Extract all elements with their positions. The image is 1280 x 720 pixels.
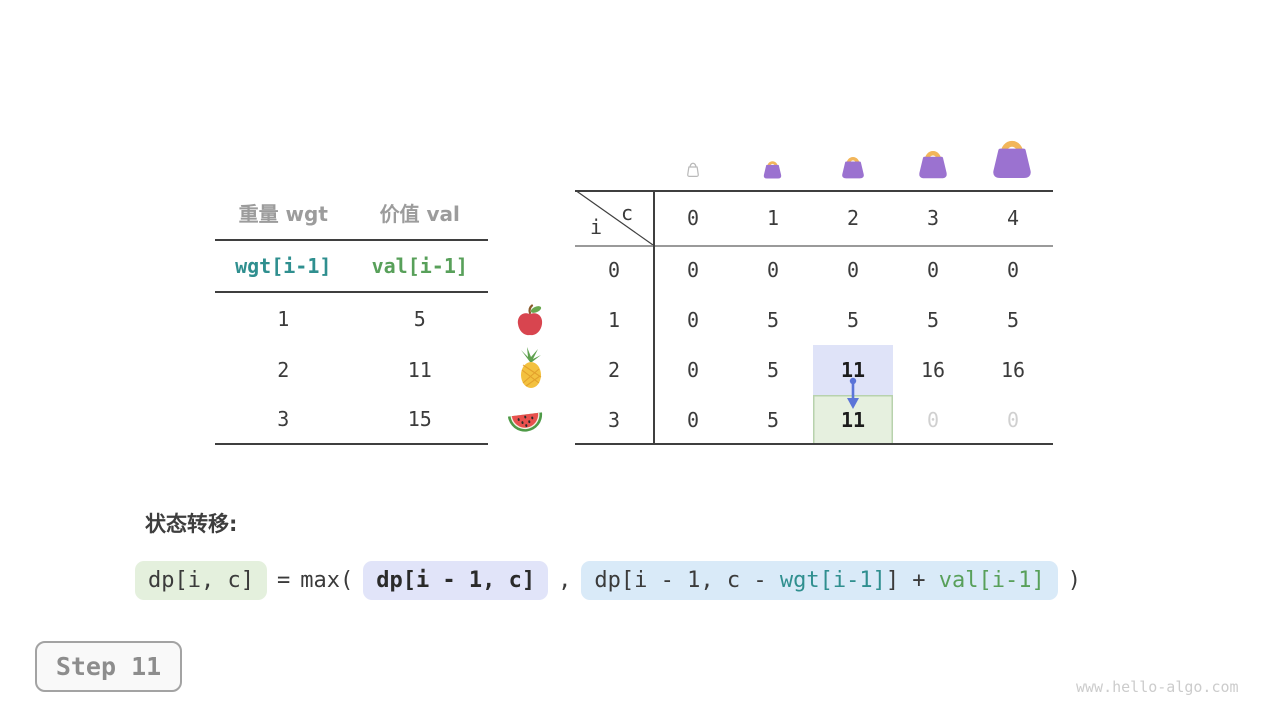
- dp-cell-i1-c0: 0: [686, 308, 700, 332]
- dp-cell-i0-c2: 0: [846, 258, 860, 282]
- dp-cell-i0-c3: 0: [926, 258, 940, 282]
- corner-row-var: i: [590, 215, 603, 239]
- formula-arg2-mid: ] +: [885, 567, 939, 593]
- row-header-i3: 3: [607, 408, 621, 432]
- dp-cell-i3-c0: 0: [686, 408, 700, 432]
- apple-icon: [512, 300, 548, 340]
- bag-medium-icon: [839, 153, 867, 183]
- bag-large-icon: [915, 146, 951, 183]
- corner-diagonal: [575, 190, 653, 245]
- formula-lhs-box: dp[i, c]: [135, 560, 267, 600]
- dp-cell-i3-c4: 0: [1006, 408, 1020, 432]
- item-3-weight: 3: [277, 407, 290, 431]
- formula-arg2-wgt: wgt[i-1]: [779, 567, 886, 593]
- wgt-code-label: wgt[i-1]: [235, 254, 332, 278]
- dp-cell-i1-c2: 5: [846, 308, 860, 332]
- row-header-i0: 0: [607, 258, 621, 282]
- formula-arg2-pre: dp[i - 1, c -: [594, 567, 780, 593]
- item-1-value: 5: [413, 306, 426, 331]
- dp-cell-i1-c3: 5: [926, 308, 940, 332]
- corner-col-var: c: [621, 201, 634, 225]
- row-header-i2: 2: [607, 358, 621, 382]
- items-table: 重量 wgt 价值 val wgt[i-1] val[i-1] 1 5 2 11…: [215, 185, 488, 445]
- dp-table: c i 0 1 2 3 4 0 1 2 3 0 0 0 0 0 0 5 5 5 …: [575, 190, 1053, 445]
- dp-grid: 0 0 0 0 0 0 5 5 5 5 0 5 11 16 16 0 5 11 …: [653, 245, 1053, 445]
- dp-cell-i1-c1: 5: [766, 308, 780, 332]
- dp-cell-i3-c3: 0: [926, 408, 940, 432]
- formula-arg2-val: val[i-1]: [938, 567, 1045, 593]
- formula-equals: =: [276, 567, 291, 593]
- formula-max-open: max(: [300, 567, 354, 593]
- watermark: www.hello-algo.com: [1076, 678, 1239, 696]
- item-2-weight: 2: [277, 357, 290, 382]
- dp-cell-i0-c4: 0: [1006, 258, 1020, 282]
- dp-cell-i2-c3: 16: [920, 358, 946, 382]
- col-header-c2: 2: [846, 205, 860, 230]
- dp-table-vertical-divider: [653, 190, 655, 445]
- row-header-i1: 1: [607, 308, 621, 332]
- watermelon-icon: [507, 403, 544, 443]
- dp-cell-i2-c4: 16: [1000, 358, 1026, 382]
- dp-cell-i1-c4: 5: [1006, 308, 1020, 332]
- dp-table-header-divider: [575, 245, 1053, 247]
- dp-column-headers: 0 1 2 3 4: [653, 190, 1053, 245]
- col-header-c4: 4: [1006, 205, 1020, 230]
- capacity-bags-row: [575, 126, 1053, 183]
- dp-cell-i2-c0: 0: [686, 358, 700, 382]
- value-column-header: 价值 val: [379, 201, 460, 226]
- dp-table-bottom-border: [575, 443, 1053, 445]
- item-1-weight: 1: [277, 306, 290, 331]
- bag-small-icon: [761, 158, 784, 183]
- item-3-value: 15: [407, 407, 432, 431]
- item-row-1: 1 5: [215, 293, 488, 344]
- item-2-value: 11: [407, 357, 432, 382]
- formula-arg2-box: dp[i - 1, c - wgt[i-1]] + val[i-1]: [581, 560, 1058, 600]
- items-table-code-row: wgt[i-1] val[i-1]: [215, 241, 488, 293]
- state-transition-formula: dp[i, c] = max( dp[i - 1, c] , dp[i - 1,…: [135, 558, 1081, 602]
- dp-cell-i3-c1: 5: [766, 408, 780, 432]
- step-badge: Step 11: [35, 641, 182, 692]
- state-transition-label: 状态转移:: [145, 512, 238, 536]
- transition-arrow-icon: [847, 377, 859, 409]
- col-header-c0: 0: [686, 205, 700, 230]
- formula-close-paren: ): [1067, 567, 1082, 593]
- item-row-2: 2 11: [215, 344, 488, 395]
- dp-row-headers: 0 1 2 3: [575, 245, 653, 445]
- pineapple-icon: [512, 347, 548, 388]
- weight-column-header: 重量 wgt: [238, 201, 328, 226]
- col-header-c3: 3: [926, 205, 940, 230]
- dp-cell-i0-c0: 0: [686, 258, 700, 282]
- dp-cell-i0-c1: 0: [766, 258, 780, 282]
- bag-xlarge-icon: [988, 134, 1036, 183]
- val-code-label: val[i-1]: [371, 254, 468, 278]
- formula-arg1-box: dp[i - 1, c]: [363, 560, 549, 600]
- bag-outline-icon: [684, 158, 702, 183]
- col-header-c1: 1: [766, 205, 780, 230]
- dp-table-top-border: [575, 190, 1053, 192]
- formula-comma: ,: [558, 567, 572, 593]
- item-row-3: 3 15: [215, 395, 488, 445]
- dp-cell-i2-c1: 5: [766, 358, 780, 382]
- items-table-header-row: 重量 wgt 价值 val: [215, 185, 488, 241]
